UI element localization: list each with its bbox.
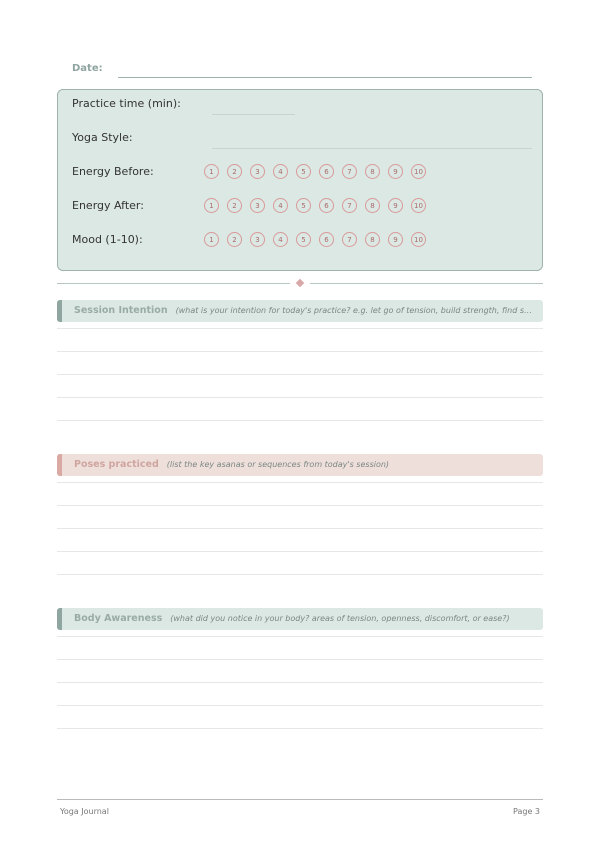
rating-circle: 1	[204, 198, 219, 213]
input-line	[212, 114, 295, 115]
writing-line	[57, 705, 543, 706]
section-title: Poses practiced (list the key asanas or s…	[74, 459, 389, 470]
rating-circle: 10	[411, 164, 426, 179]
footer-line	[57, 799, 543, 800]
rating-circle: 4	[273, 164, 288, 179]
divider	[310, 283, 543, 284]
rating-circle: 9	[388, 164, 403, 179]
writing-line	[57, 420, 543, 421]
divider	[57, 283, 290, 284]
writing-line	[57, 659, 543, 660]
rating-circle: 7	[342, 198, 357, 213]
field-label: Yoga Style:	[72, 131, 133, 144]
section-title: Session Intention (what is your intention…	[74, 305, 532, 316]
rating-circle: 9	[388, 198, 403, 213]
section-header: Session Intention (what is your intention…	[57, 300, 543, 322]
rating-circle: 8	[365, 198, 380, 213]
writing-line	[57, 351, 543, 352]
field-label: Practice time (min):	[72, 97, 181, 110]
rating-circle: 6	[319, 164, 334, 179]
input-line	[212, 148, 532, 149]
section-accent	[57, 608, 62, 630]
rating-circle: 5	[296, 164, 311, 179]
section-header: Poses practiced (list the key asanas or s…	[57, 454, 543, 476]
divider-diamond	[295, 278, 305, 288]
footer-left: Yoga Journal	[60, 807, 109, 816]
rating-circle: 3	[250, 164, 265, 179]
rating-circle: 5	[296, 198, 311, 213]
rating-circle: 7	[342, 164, 357, 179]
rating-circle: 3	[250, 198, 265, 213]
writing-line	[57, 482, 543, 483]
section-title-text: Body Awareness	[74, 613, 163, 624]
writing-line	[57, 397, 543, 398]
section-accent	[57, 300, 62, 322]
writing-line	[57, 551, 543, 552]
rating-circle: 2	[227, 198, 242, 213]
rating-circle: 2	[227, 164, 242, 179]
rating-circle: 10	[411, 232, 426, 247]
writing-line	[57, 374, 543, 375]
field-label: Mood (1-10):	[72, 233, 143, 246]
section-header: Body Awareness (what did you notice in yo…	[57, 608, 543, 630]
section-title-text: Session Intention	[74, 305, 168, 316]
section-accent	[57, 454, 62, 476]
rating-circle: 7	[342, 232, 357, 247]
writing-line	[57, 505, 543, 506]
rating-circle: 4	[273, 232, 288, 247]
rating-circle: 9	[388, 232, 403, 247]
date-label: Date:	[72, 63, 103, 74]
section-title-text: Poses practiced	[74, 459, 159, 470]
writing-line	[57, 728, 543, 729]
rating-circle: 6	[319, 232, 334, 247]
field-label: Energy Before:	[72, 165, 154, 178]
section-hint: (what is your intention for today's prac…	[175, 306, 532, 315]
writing-line	[57, 682, 543, 683]
section-title: Body Awareness (what did you notice in yo…	[74, 613, 510, 624]
writing-line	[57, 328, 543, 329]
rating-circle: 2	[227, 232, 242, 247]
rating-circle: 10	[411, 198, 426, 213]
rating-circle: 6	[319, 198, 334, 213]
section-hint: (what did you notice in your body? areas…	[170, 614, 510, 623]
rating-circle: 8	[365, 232, 380, 247]
rating-circle: 3	[250, 232, 265, 247]
section-hint: (list the key asanas or sequences from t…	[166, 460, 390, 469]
writing-line	[57, 574, 543, 575]
rating-circle: 8	[365, 164, 380, 179]
rating-circle: 1	[204, 164, 219, 179]
writing-line	[57, 636, 543, 637]
rating-circle: 1	[204, 232, 219, 247]
writing-line	[57, 528, 543, 529]
rating-circle: 5	[296, 232, 311, 247]
rating-circle: 4	[273, 198, 288, 213]
field-label: Energy After:	[72, 199, 144, 212]
footer-right: Page 3	[513, 807, 540, 816]
date-line	[118, 77, 532, 78]
